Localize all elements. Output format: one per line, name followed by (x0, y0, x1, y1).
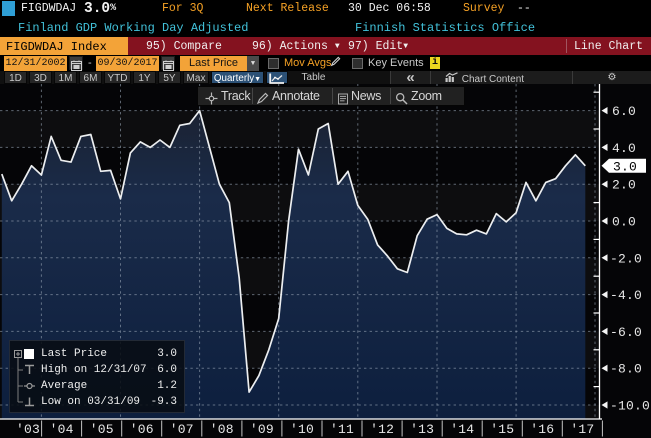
svg-text:'04: '04 (50, 422, 74, 437)
svg-text:3.0: 3.0 (613, 159, 637, 174)
svg-text:2.0: 2.0 (612, 178, 636, 193)
svg-text:'15: '15 (490, 422, 514, 437)
svg-text:0.0: 0.0 (612, 215, 636, 230)
svg-text:'16: '16 (530, 422, 554, 437)
svg-text:'08: '08 (210, 422, 234, 437)
svg-text:'09: '09 (250, 422, 274, 437)
svg-text:'17: '17 (570, 422, 594, 437)
svg-text:'14: '14 (450, 422, 474, 437)
svg-text:'03: '03 (16, 422, 40, 437)
svg-text:6.0: 6.0 (612, 104, 636, 119)
svg-text:4.0: 4.0 (612, 141, 636, 156)
svg-text:'12: '12 (370, 422, 394, 437)
svg-text:'10: '10 (290, 422, 314, 437)
svg-text:-4.0: -4.0 (610, 288, 642, 303)
svg-text:'06: '06 (130, 422, 154, 437)
svg-text:-8.0: -8.0 (610, 362, 642, 377)
svg-text:-2.0: -2.0 (610, 251, 642, 266)
svg-text:'11: '11 (330, 422, 354, 437)
svg-text:'13: '13 (410, 422, 434, 437)
svg-text:'05: '05 (90, 422, 114, 437)
svg-text:'07: '07 (170, 422, 194, 437)
svg-text:-6.0: -6.0 (610, 325, 642, 340)
svg-text:-10.0: -10.0 (610, 399, 650, 414)
